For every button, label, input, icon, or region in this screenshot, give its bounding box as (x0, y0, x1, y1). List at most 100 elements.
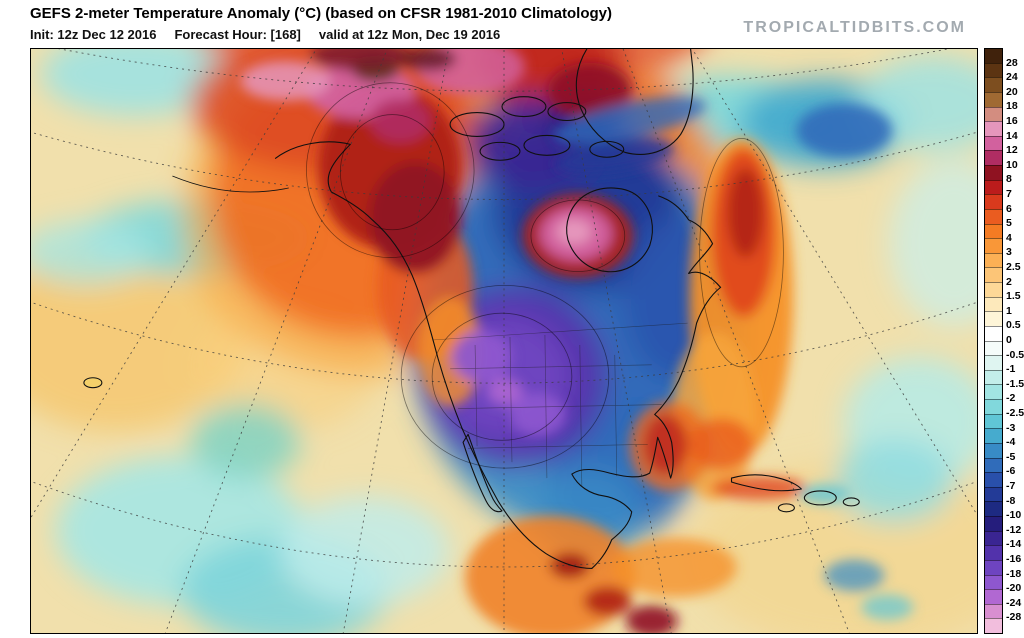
colorbar-cell (985, 62, 1002, 78)
colorbar-cell (985, 399, 1002, 414)
colorbar-cell (985, 150, 1002, 165)
colorbar-tick-label: 0.5 (1006, 319, 1021, 332)
colorbar-tick-label: -20 (1006, 581, 1022, 594)
coast-gulf-east (571, 286, 722, 569)
colorbar-cell (985, 530, 1002, 546)
colorbar-tick-label: -28 (1006, 611, 1022, 624)
puerto-rico (842, 497, 860, 507)
arctic-island (449, 112, 505, 137)
colorbar-cell (985, 208, 1002, 224)
colorbar-cell (985, 589, 1002, 604)
greenland (575, 49, 694, 155)
colorbar-tick-label: -14 (1006, 538, 1022, 551)
colorbar-cell (985, 574, 1002, 590)
anomaly-map-svg (31, 49, 977, 633)
colorbar-tick-label: 16 (1006, 114, 1018, 127)
colorbar-cell (985, 325, 1002, 341)
colorbar-tick-label: -6 (1006, 465, 1016, 478)
colorbar-cell (985, 282, 1002, 297)
colorbar-cell (985, 252, 1002, 268)
colorbar-tick-label: 5 (1006, 216, 1012, 229)
colorbar-tick-label: 0 (1006, 333, 1012, 346)
colorbar-tick-label: -4 (1006, 435, 1016, 448)
colorbar-cell (985, 238, 1002, 253)
colorbar-tick-label: -2 (1006, 392, 1016, 405)
colorbar-tick-label: -24 (1006, 596, 1022, 609)
init-line: Init: 12z Dec 12 2016 Forecast Hour: [168… (30, 27, 518, 42)
colorbar-tick-label: 12 (1006, 143, 1018, 156)
colorbar-cell (985, 486, 1002, 502)
colorbar-cell (985, 472, 1002, 487)
hudson-bay (566, 187, 653, 273)
colorbar-tick-label: 24 (1006, 70, 1018, 83)
watermark: TROPICALTIDBITS.COM (743, 19, 966, 36)
colorbar-tick-label: -1 (1006, 362, 1016, 375)
anomaly-map (30, 48, 978, 634)
colorbar-tick-label: 1.5 (1006, 289, 1021, 302)
colorbar-tick-label: 20 (1006, 85, 1018, 98)
colorbar (984, 48, 1003, 634)
colorbar-cell (985, 179, 1002, 195)
colorbar-cell (985, 49, 1002, 63)
colorbar-cell (985, 618, 1002, 633)
colorbar-tick-label: -0.5 (1006, 348, 1024, 361)
colorbar-cell (985, 428, 1002, 443)
colorbar-tick-label: 2.5 (1006, 260, 1021, 273)
colorbar-tick-label: 14 (1006, 129, 1018, 142)
colorbar-cell (985, 121, 1002, 136)
colorbar-tick-label: 6 (1006, 202, 1012, 215)
colorbar-cell (985, 457, 1002, 473)
baja-peninsula (462, 433, 503, 513)
colorbar-cell (985, 442, 1002, 458)
colorbar-labels: 28 24 20 18 16 14 12 10 8 7 6 5 4 3 2.5 2 1.5 1 0.5 0 -0.5 -1… (1006, 48, 1024, 634)
colorbar-tick-label: -16 (1006, 552, 1022, 565)
colorbar-tick-label: 18 (1006, 100, 1018, 113)
colorbar-tick-label: -12 (1006, 523, 1022, 536)
arctic-island (479, 141, 521, 161)
colorbar-cell (985, 603, 1002, 619)
colorbar-tick-label: 8 (1006, 173, 1012, 186)
colorbar-cell (985, 267, 1002, 282)
arctic-island (523, 134, 571, 156)
cuba (730, 474, 802, 492)
init-time: Init: 12z Dec 12 2016 (30, 27, 157, 42)
colorbar-cell (985, 311, 1002, 326)
colorbar-tick-label: 28 (1006, 56, 1018, 69)
colorbar-cell (985, 413, 1002, 429)
colorbar-tick-label: -3 (1006, 421, 1016, 434)
colorbar-tick-label: 3 (1006, 246, 1012, 259)
colorbar-tick-label: 10 (1006, 158, 1018, 171)
colorbar-cell (985, 545, 1002, 560)
colorbar-tick-label: -18 (1006, 567, 1022, 580)
arctic-island (501, 96, 547, 118)
arctic-island (589, 140, 625, 158)
colorbar-tick-label: -2.5 (1006, 406, 1024, 419)
colorbar-tick-label: -8 (1006, 494, 1016, 507)
colorbar-cell (985, 516, 1002, 531)
forecast-hour: Forecast Hour: [168] (174, 27, 301, 42)
colorbar-cell (985, 355, 1002, 370)
anomaly-cores (240, 49, 914, 633)
colorbar-tick-label: -1.5 (1006, 377, 1024, 390)
colorbar-tick-label: 4 (1006, 231, 1012, 244)
coastlines (83, 49, 860, 569)
coast-west (274, 141, 593, 569)
colorbar-cell (985, 77, 1002, 92)
arctic-island (547, 102, 587, 122)
coast-labrador (658, 195, 722, 288)
colorbar-cell (985, 340, 1002, 356)
map-title: GEFS 2-meter Temperature Anomaly (°C) (b… (30, 5, 612, 22)
colorbar-tick-label: 2 (1006, 275, 1012, 288)
jamaica (777, 503, 795, 513)
aleutians (172, 175, 289, 193)
colorbar-tick-label: 7 (1006, 187, 1012, 200)
colorbar-tick-label: 1 (1006, 304, 1012, 317)
colorbar-cell (985, 91, 1002, 107)
colorbar-cell (985, 165, 1002, 180)
colorbar-cell (985, 194, 1002, 209)
colorbar-cell (985, 384, 1002, 399)
colorbar-tick-label: -7 (1006, 479, 1016, 492)
contour-lines (306, 82, 784, 469)
hispaniola (803, 490, 837, 506)
colorbar-cell (985, 135, 1002, 151)
